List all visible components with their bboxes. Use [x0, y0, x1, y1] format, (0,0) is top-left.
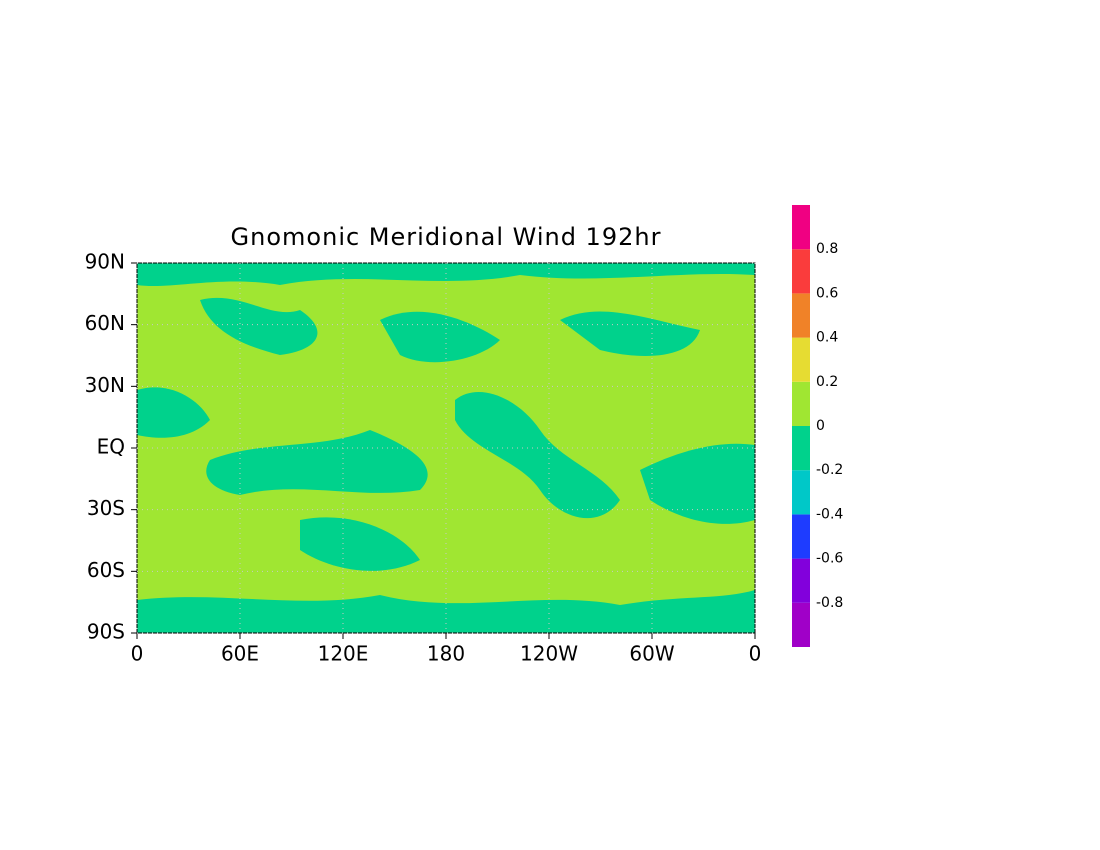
field-region — [455, 391, 620, 519]
colorbar-box — [792, 514, 810, 559]
colorbar-label: -0.4 — [816, 506, 843, 522]
colorbar-box — [792, 337, 810, 382]
colorbar-label: 0.6 — [816, 285, 838, 301]
field-region — [137, 590, 755, 633]
colorbar-label: 0.4 — [816, 330, 838, 346]
colorbar-label: 0.2 — [816, 374, 838, 390]
x-tick-label: 120E — [318, 642, 369, 666]
field-region — [206, 430, 428, 495]
colorbar-label: -0.6 — [816, 551, 843, 567]
colorbar-label: 0.8 — [816, 241, 838, 257]
colorbar-label: -0.2 — [816, 462, 843, 478]
field-region — [137, 387, 210, 438]
field-region — [300, 517, 420, 571]
y-tick-label: 60N — [85, 311, 125, 335]
field-region — [380, 311, 500, 363]
colorbar-box — [792, 293, 810, 338]
y-tick-label: 90S — [87, 620, 125, 644]
field-region — [137, 263, 755, 287]
field-region — [560, 311, 700, 356]
field-region — [200, 297, 318, 355]
y-tick-label: 30S — [87, 496, 125, 520]
y-tick-label: 60S — [87, 558, 125, 582]
x-tick-label: 120W — [520, 642, 578, 666]
y-tick-label: 30N — [85, 373, 125, 397]
colorbar-box — [792, 558, 810, 603]
y-tick-label: EQ — [97, 435, 125, 459]
field-region — [640, 443, 755, 524]
y-tick-label: 90N — [85, 250, 125, 274]
colorbar-box — [792, 249, 810, 294]
colorbar-box — [792, 381, 810, 426]
colorbar-label: -0.8 — [816, 595, 843, 611]
x-tick-label: 0 — [749, 642, 762, 666]
x-tick-label: 60W — [629, 642, 674, 666]
x-tick-label: 180 — [427, 642, 465, 666]
colorbar-label: 0 — [816, 418, 825, 434]
x-tick-label: 0 — [131, 642, 144, 666]
chart-title: Gnomonic Meridional Wind 192hr — [231, 223, 662, 251]
colorbar-box — [792, 470, 810, 515]
colorbar-box — [792, 602, 810, 647]
x-tick-label: 60E — [221, 642, 259, 666]
colorbar-box — [792, 426, 810, 471]
colorbar-box — [792, 205, 810, 250]
